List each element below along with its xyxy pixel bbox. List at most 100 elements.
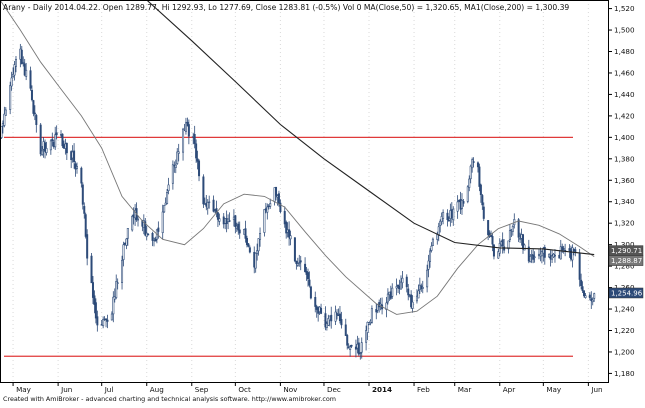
candle-body	[202, 176, 205, 205]
candle-body	[166, 192, 169, 204]
candle-body	[93, 295, 96, 305]
candle-body	[481, 195, 484, 206]
candle	[238, 221, 241, 239]
candle-body	[154, 238, 157, 242]
candle-body	[421, 287, 424, 289]
candle-body	[490, 234, 493, 237]
candle	[344, 318, 347, 336]
candle-body	[91, 282, 94, 298]
candle	[421, 280, 424, 294]
candle-body	[218, 218, 221, 222]
candle-body	[401, 277, 404, 284]
candle-body	[397, 284, 400, 287]
candle-body	[360, 342, 363, 353]
candle	[65, 142, 68, 161]
candle	[324, 306, 327, 331]
candle-body	[571, 247, 574, 261]
plot-frame	[0, 0, 609, 383]
candle	[245, 235, 248, 248]
candle-body	[508, 230, 511, 240]
candle-body	[65, 143, 68, 154]
x-tick-label: 2014	[372, 385, 392, 394]
candle-body	[83, 206, 86, 214]
ma50-value-marker: 1,288.87	[608, 255, 644, 266]
candle-body	[171, 164, 174, 184]
candle-body	[285, 221, 288, 234]
candle-body	[479, 184, 482, 195]
x-tick-label: Mar	[458, 385, 472, 394]
candle-body	[304, 263, 307, 272]
candle	[462, 198, 465, 207]
candle-body	[55, 132, 58, 136]
candle	[529, 254, 532, 263]
candle	[440, 212, 443, 226]
candle-body	[49, 140, 52, 151]
candle-body	[368, 322, 371, 325]
candle-body	[471, 159, 474, 169]
candle	[306, 268, 309, 287]
candle-body	[320, 307, 323, 314]
candle-body	[417, 290, 420, 299]
candle	[479, 183, 482, 203]
candle	[357, 337, 360, 357]
candle-body	[533, 256, 536, 258]
candle	[559, 239, 562, 260]
candle	[266, 203, 269, 220]
x-tick-label: Oct	[238, 385, 251, 394]
candle-body	[263, 209, 266, 233]
y-tick-label: 1,360	[614, 176, 635, 185]
y-tick-label: 1,520	[614, 4, 635, 13]
y-tick-label: 1,340	[614, 197, 635, 206]
candle	[237, 221, 240, 235]
candle-body	[151, 232, 154, 241]
x-tick-label: Apr	[503, 385, 515, 394]
candle-body	[144, 221, 147, 236]
candle-body	[289, 235, 292, 240]
candle-body	[593, 293, 596, 299]
candle	[359, 352, 362, 360]
candle	[427, 254, 430, 278]
candle	[144, 218, 147, 237]
y-tick-label: 1,240	[614, 305, 635, 314]
candle	[196, 150, 199, 170]
candle-body	[439, 220, 442, 226]
candle-body	[206, 202, 209, 209]
close-value-marker: 1,254.96	[608, 287, 644, 299]
candle-body	[90, 255, 93, 284]
candle	[83, 202, 86, 219]
candle	[39, 123, 42, 157]
candle-body	[256, 250, 259, 254]
candle	[4, 107, 7, 116]
candle-body	[125, 238, 128, 246]
candle-body	[186, 121, 189, 127]
y-tick-label: 1,500	[614, 26, 635, 35]
candle	[167, 177, 170, 195]
candle-body	[84, 214, 87, 237]
candle	[562, 245, 565, 254]
candle	[308, 271, 311, 288]
candle	[405, 274, 408, 293]
candle-body	[167, 184, 170, 191]
candle-body	[45, 148, 48, 153]
candle	[257, 238, 260, 256]
candle	[296, 257, 299, 267]
candle	[49, 139, 52, 155]
candle	[51, 132, 54, 147]
candle	[407, 283, 410, 301]
candle-body	[245, 238, 248, 246]
candle-body	[22, 62, 25, 64]
candle	[517, 218, 520, 243]
candle	[468, 175, 471, 192]
candle	[533, 251, 536, 263]
candle-body	[30, 89, 33, 101]
candle-body	[426, 269, 429, 288]
candle	[94, 298, 97, 324]
candle-body	[131, 216, 134, 231]
price-marker-label: 1,288.87	[611, 257, 642, 265]
candle-body	[476, 162, 479, 168]
candle-body	[298, 262, 301, 264]
candle	[429, 248, 432, 268]
candle	[96, 310, 99, 332]
candle	[295, 260, 298, 270]
